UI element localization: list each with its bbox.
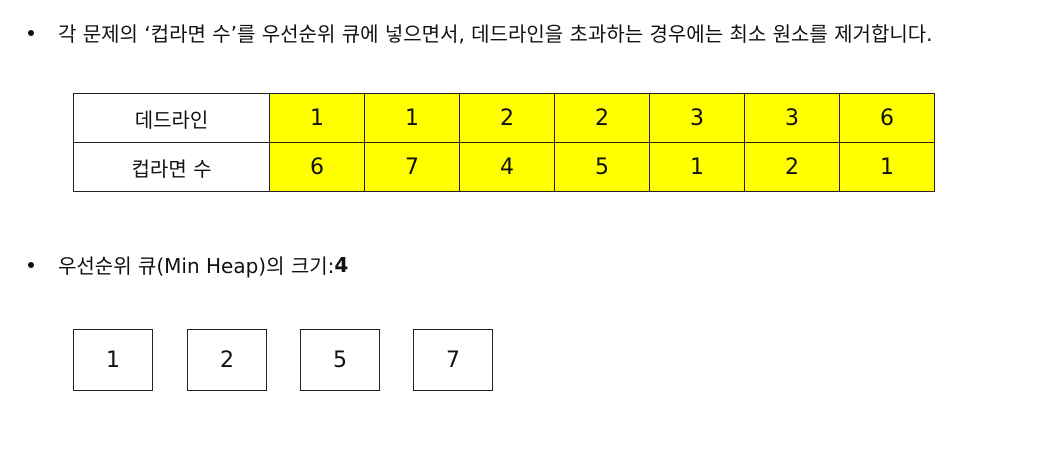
heap-item: 5 [300,329,380,391]
heap-item: 2 [187,329,267,391]
table-cell: 2 [554,93,650,143]
table-cell: 1 [364,93,460,143]
table-cell: 3 [744,93,840,143]
table-cell: 3 [649,93,745,143]
table-cell: 1 [269,93,365,143]
heap-item: 7 [413,329,493,391]
table-cell: 2 [459,93,555,143]
table-cell: 6 [269,142,365,192]
bullet-icon [28,261,34,268]
table-cell: 7 [364,142,460,192]
table-cell: 5 [554,142,650,192]
table-row-cupnoodle: 컵라면 수 6 7 4 5 1 2 1 [73,142,935,192]
heap-size-value: 4 [334,252,349,277]
bullet-item-explanation: 각 문제의 ‘컵라면 수’를 우선순위 큐에 넣으면서, 데드라인을 초과하는 … [28,18,933,47]
heap-item: 1 [73,329,153,391]
table-cell: 2 [744,142,840,192]
heap-size-label: 우선순위 큐(Min Heap)의 크기: [58,254,335,278]
table-cell: 6 [839,93,935,143]
row-header-deadline: 데드라인 [73,93,270,143]
table-cell: 1 [839,142,935,192]
row-header-cupnoodle: 컵라면 수 [73,142,270,192]
bullet-icon [28,29,34,36]
deadline-cupnoodle-table: 데드라인 1 1 2 2 3 3 6 컵라면 수 6 7 4 5 1 2 1 [73,93,935,192]
table-row-deadline: 데드라인 1 1 2 2 3 3 6 [73,93,935,143]
bullet-item-heap-size: 우선순위 큐(Min Heap)의 크기: 4 [28,250,348,279]
table-cell: 1 [649,142,745,192]
table-cell: 4 [459,142,555,192]
explanation-text: 각 문제의 ‘컵라면 수’를 우선순위 큐에 넣으면서, 데드라인을 초과하는 … [58,22,933,46]
